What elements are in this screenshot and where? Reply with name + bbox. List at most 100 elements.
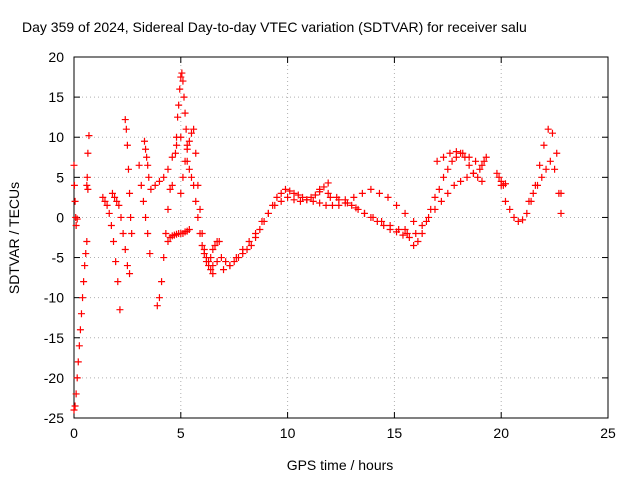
data-point bbox=[127, 213, 135, 221]
data-point bbox=[103, 201, 111, 209]
data-point bbox=[452, 148, 460, 156]
data-point bbox=[474, 173, 482, 181]
data-point bbox=[153, 302, 161, 310]
data-point bbox=[271, 201, 279, 209]
data-point bbox=[75, 342, 83, 350]
data-point bbox=[536, 161, 544, 169]
y-tick-label: 5 bbox=[56, 169, 64, 185]
data-point bbox=[335, 196, 343, 204]
data-point bbox=[196, 229, 204, 237]
data-point bbox=[425, 213, 433, 221]
data-point bbox=[284, 193, 292, 201]
series-t5b bbox=[177, 125, 223, 266]
series-t1 bbox=[99, 193, 124, 314]
data-point bbox=[135, 161, 143, 169]
x-tick-label: 0 bbox=[70, 425, 78, 441]
series-t6b bbox=[220, 193, 407, 274]
data-point bbox=[290, 196, 298, 204]
data-point bbox=[121, 116, 129, 124]
data-point bbox=[258, 217, 266, 225]
data-point bbox=[320, 183, 328, 191]
data-point bbox=[296, 197, 304, 205]
x-tick-labels: 0 5 10 15 20 25 bbox=[70, 425, 616, 441]
data-point bbox=[178, 69, 186, 77]
data-point bbox=[192, 149, 200, 157]
data-point bbox=[137, 181, 145, 189]
data-point bbox=[534, 181, 542, 189]
data-point bbox=[478, 177, 486, 185]
data-point bbox=[110, 238, 118, 246]
data-point bbox=[74, 358, 82, 366]
data-point bbox=[348, 201, 356, 209]
data-point bbox=[226, 262, 234, 270]
data-point bbox=[437, 197, 445, 205]
series-t0b bbox=[70, 149, 92, 229]
data-point bbox=[183, 157, 191, 165]
data-point bbox=[217, 254, 225, 262]
data-point bbox=[116, 306, 124, 314]
y-axis-label: SDTVAR / TECUs bbox=[6, 182, 22, 294]
data-point bbox=[501, 197, 509, 205]
data-point bbox=[495, 173, 503, 181]
data-point bbox=[401, 225, 409, 233]
data-point bbox=[264, 209, 272, 217]
data-point bbox=[538, 173, 546, 181]
data-point bbox=[177, 189, 185, 197]
series-t3b bbox=[140, 137, 153, 181]
data-point bbox=[299, 193, 307, 201]
data-point bbox=[440, 153, 448, 161]
data-point bbox=[281, 185, 289, 193]
data-point bbox=[123, 262, 131, 270]
data-point bbox=[207, 266, 215, 274]
data-point bbox=[403, 229, 411, 237]
data-point bbox=[380, 221, 388, 229]
y-tick-label: -15 bbox=[44, 330, 64, 346]
data-point bbox=[525, 197, 533, 205]
data-point bbox=[190, 125, 198, 133]
data-point bbox=[173, 141, 181, 149]
data-point bbox=[126, 189, 134, 197]
data-point bbox=[70, 406, 78, 414]
data-point bbox=[174, 113, 182, 121]
data-point bbox=[510, 213, 518, 221]
series-t3 bbox=[135, 161, 154, 258]
x-tick-label: 25 bbox=[600, 425, 616, 441]
data-point bbox=[450, 181, 458, 189]
data-point bbox=[209, 270, 217, 278]
data-point bbox=[478, 161, 486, 169]
data-point bbox=[185, 225, 193, 233]
data-point bbox=[158, 278, 166, 286]
data-point bbox=[180, 93, 188, 101]
series-t4c bbox=[164, 225, 193, 246]
data-point bbox=[140, 137, 148, 145]
data-point bbox=[147, 185, 155, 193]
data-point bbox=[105, 209, 113, 217]
series-t0 bbox=[70, 132, 93, 414]
data-point bbox=[418, 221, 426, 229]
series-t7 bbox=[316, 185, 418, 225]
data-point bbox=[83, 238, 91, 246]
series-t9 bbox=[493, 125, 565, 225]
data-point bbox=[384, 193, 392, 201]
data-point bbox=[294, 191, 302, 199]
data-point bbox=[501, 180, 509, 188]
series-t5 bbox=[171, 69, 191, 157]
data-point bbox=[155, 177, 163, 185]
data-point bbox=[431, 205, 439, 213]
data-point bbox=[245, 238, 253, 246]
data-point bbox=[367, 185, 375, 193]
data-point bbox=[247, 242, 255, 250]
data-point bbox=[324, 189, 332, 197]
data-point bbox=[198, 242, 206, 250]
data-point bbox=[79, 294, 87, 302]
data-point bbox=[108, 189, 116, 197]
data-point bbox=[211, 242, 219, 250]
data-point bbox=[457, 177, 465, 185]
data-point bbox=[519, 216, 527, 224]
data-point bbox=[187, 173, 195, 181]
data-point bbox=[548, 129, 556, 137]
data-point bbox=[115, 201, 123, 209]
data-point bbox=[343, 199, 351, 207]
data-point bbox=[143, 153, 151, 161]
series-t6 bbox=[209, 179, 332, 270]
